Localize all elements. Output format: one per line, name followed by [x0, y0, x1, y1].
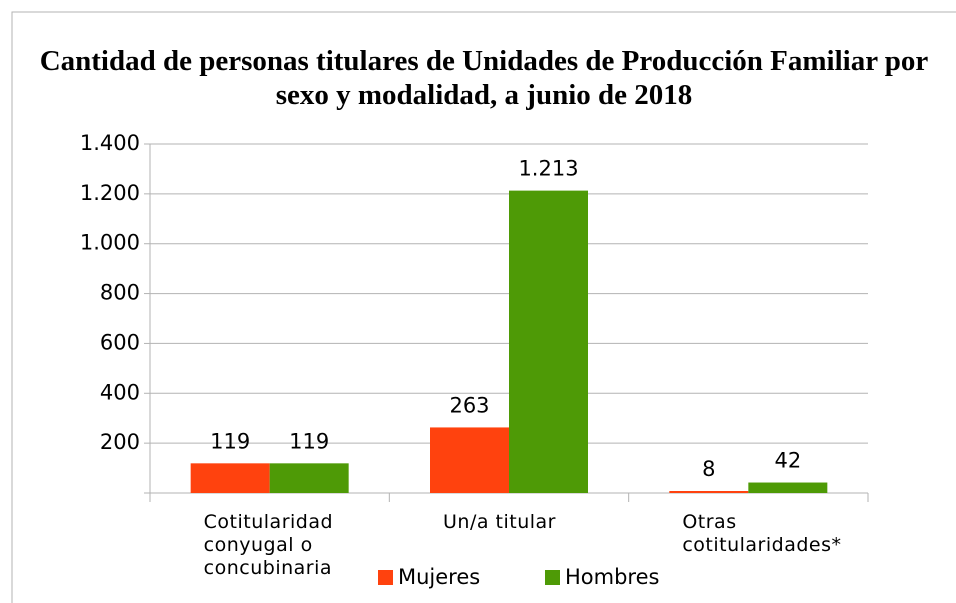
legend-label: Hombres — [565, 565, 659, 589]
bar — [190, 463, 270, 493]
y-tick-label: 600 — [100, 330, 140, 354]
x-tick-label: Cotitularidad conyugal o concubinaria — [203, 511, 334, 579]
y-tick-label: 800 — [100, 281, 140, 305]
y-tick-label: 400 — [100, 380, 140, 404]
y-tick-label: 200 — [100, 430, 140, 454]
bar — [269, 463, 349, 493]
y-tick-label: 1.000 — [80, 231, 140, 255]
legend-swatch — [545, 570, 560, 585]
bar — [748, 482, 828, 493]
value-label: 119 — [289, 429, 329, 453]
value-label: 263 — [449, 393, 489, 417]
x-label-box: Cotitularidad conyugal o concubinaria — [203, 511, 334, 579]
y-tick-label: 1.400 — [80, 131, 140, 155]
x-tick-label: Otras cotitularidades* — [682, 511, 842, 556]
legend-swatch — [378, 570, 393, 585]
y-tick-label: 1.200 — [80, 181, 140, 205]
chart-title: Cantidad de personas titulares de Unidad… — [39, 45, 929, 111]
x-label-box: Un/a titular — [443, 511, 556, 533]
x-label-box: Otras cotitularidades* — [682, 511, 842, 556]
frame — [11, 11, 956, 603]
value-label: 119 — [210, 429, 250, 453]
value-label: 1.213 — [518, 157, 578, 181]
value-label: 8 — [702, 457, 715, 481]
legend-label: Mujeres — [398, 565, 480, 589]
title-box: Cantidad de personas titulares de Unidad… — [39, 45, 929, 111]
value-label: 42 — [774, 449, 801, 473]
bar — [430, 427, 509, 493]
bar — [509, 190, 588, 493]
x-tick-label: Un/a titular — [443, 511, 556, 533]
bar — [669, 491, 749, 493]
